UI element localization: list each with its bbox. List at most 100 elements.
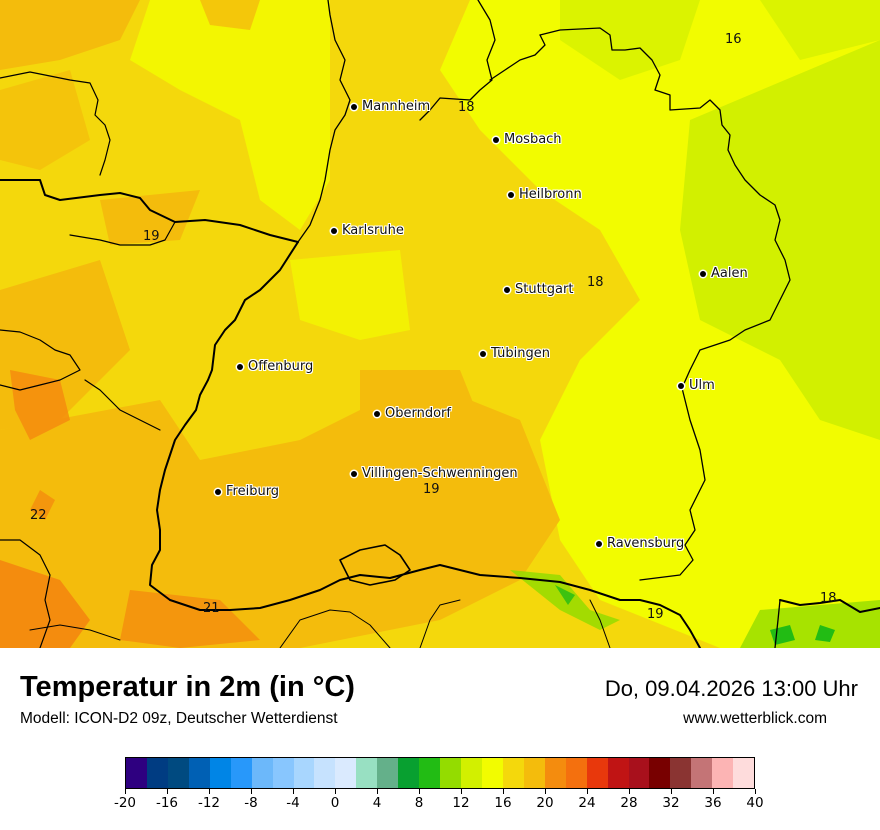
colorbar-segment — [628, 758, 650, 788]
tick-label: 20 — [536, 795, 554, 811]
tick-mark — [628, 789, 630, 794]
colorbar-segment — [335, 758, 357, 788]
city-marker-villingen-schwenningen[interactable]: Villingen-Schwenningen — [351, 466, 518, 481]
colorbar-segment — [502, 758, 524, 788]
city-label: Mosbach — [504, 132, 562, 147]
temperature-map[interactable]: 16 18 19 18 19 22 21 19 18 Mannheim Mosb… — [0, 0, 880, 648]
tick-label: -8 — [244, 795, 258, 811]
city-marker-mannheim[interactable]: Mannheim — [351, 99, 430, 114]
colorbar-segment — [293, 758, 315, 788]
city-dot-icon — [480, 350, 486, 357]
tick-mark — [670, 789, 672, 794]
tick-mark — [292, 789, 294, 794]
colorbar-segment — [481, 758, 503, 788]
tick-mark — [334, 789, 336, 794]
tick-mark — [376, 789, 378, 794]
city-marker-ulm[interactable]: Ulm — [678, 378, 715, 393]
isotherm-label: 19 — [423, 482, 440, 497]
tick-mark — [418, 789, 420, 794]
tick-mark — [250, 789, 252, 794]
city-marker-offenburg[interactable]: Offenburg — [237, 359, 313, 374]
colorbar-segment — [272, 758, 294, 788]
colorbar-segment — [126, 758, 147, 788]
colorbar-segment — [565, 758, 587, 788]
tick-label: 40 — [746, 795, 764, 811]
colorbar-segment — [586, 758, 608, 788]
website-link[interactable]: www.wetterblick.com — [683, 710, 827, 727]
tick-label: -4 — [286, 795, 300, 811]
tick-label: -12 — [197, 795, 221, 811]
colorbar-segment — [209, 758, 231, 788]
tick-mark — [166, 789, 168, 794]
colorbar-segment — [607, 758, 629, 788]
tick-label: 8 — [414, 795, 424, 811]
city-marker-mosbach[interactable]: Mosbach — [493, 132, 562, 147]
colorbar-segment — [230, 758, 252, 788]
city-label: Ulm — [689, 378, 715, 393]
tick-label: 28 — [620, 795, 638, 811]
colorbar-segment — [398, 758, 420, 788]
city-label: Stuttgart — [515, 282, 574, 297]
colorbar-segment — [523, 758, 545, 788]
colorbar-segment — [356, 758, 378, 788]
city-label: Tübingen — [491, 346, 550, 361]
city-label: Heilbronn — [519, 187, 582, 202]
city-label: Villingen-Schwenningen — [362, 466, 518, 481]
tick-label: -16 — [155, 795, 179, 811]
city-dot-icon — [331, 227, 337, 234]
colorbar — [125, 757, 755, 789]
city-dot-icon — [504, 286, 510, 293]
isotherm-label: 18 — [820, 591, 837, 606]
tick-label: -20 — [113, 795, 137, 811]
tick-mark — [208, 789, 210, 794]
city-marker-karlsruhe[interactable]: Karlsruhe — [331, 223, 404, 238]
tick-mark — [460, 789, 462, 794]
colorbar-segment — [251, 758, 273, 788]
city-marker-heilbronn[interactable]: Heilbronn — [508, 187, 582, 202]
colorbar-segment — [188, 758, 210, 788]
colorbar-segment — [649, 758, 671, 788]
city-label: Ravensburg — [607, 536, 685, 551]
isotherm-label: 21 — [203, 601, 220, 616]
isotherm-label: 18 — [458, 100, 475, 115]
isotherm-label: 22 — [30, 508, 47, 523]
temperature-field — [0, 0, 880, 648]
city-dot-icon — [351, 103, 357, 110]
isotherm-label: 19 — [647, 607, 664, 622]
city-marker-tuebingen[interactable]: Tübingen — [480, 346, 550, 361]
city-marker-stuttgart[interactable]: Stuttgart — [504, 282, 573, 297]
colorbar-segment — [419, 758, 441, 788]
city-marker-oberndorf[interactable]: Oberndorf — [374, 406, 451, 421]
map-title: Temperatur in 2m (in °C) — [20, 671, 355, 703]
tick-label: 36 — [704, 795, 722, 811]
city-dot-icon — [215, 488, 221, 495]
city-label: Oberndorf — [385, 406, 451, 421]
tick-label: 32 — [662, 795, 680, 811]
valid-datetime: Do, 09.04.2026 13:00 Uhr — [604, 676, 858, 701]
tick-label: 24 — [578, 795, 596, 811]
city-dot-icon — [493, 136, 499, 143]
colorbar-segment — [712, 758, 734, 788]
city-label: Aalen — [711, 266, 748, 281]
city-marker-ravensburg[interactable]: Ravensburg — [596, 536, 684, 551]
city-label: Freiburg — [226, 484, 280, 499]
colorbar-segment — [461, 758, 482, 788]
model-source: Modell: ICON-D2 09z, Deutscher Wetterdie… — [20, 710, 338, 727]
city-dot-icon — [508, 191, 514, 198]
colorbar-segment — [733, 758, 755, 788]
colorbar-ticks: -20 -16 -12 -8 -4 0 4 8 12 16 20 24 28 32 36 40 — [114, 789, 764, 819]
colorbar-segment — [691, 758, 713, 788]
isotherm-label: 16 — [725, 32, 742, 47]
tick-label: 16 — [494, 795, 512, 811]
tick-label: 4 — [372, 795, 382, 811]
colorbar-segment — [314, 758, 336, 788]
colorbar-segment — [377, 758, 399, 788]
city-dot-icon — [596, 540, 602, 547]
city-label: Mannheim — [362, 99, 431, 114]
city-dot-icon — [374, 410, 380, 417]
city-marker-aalen[interactable]: Aalen — [700, 266, 748, 281]
tick-mark — [754, 789, 756, 794]
tick-label: 12 — [452, 795, 470, 811]
isotherm-label: 19 — [143, 229, 160, 244]
city-marker-freiburg[interactable]: Freiburg — [215, 484, 279, 499]
